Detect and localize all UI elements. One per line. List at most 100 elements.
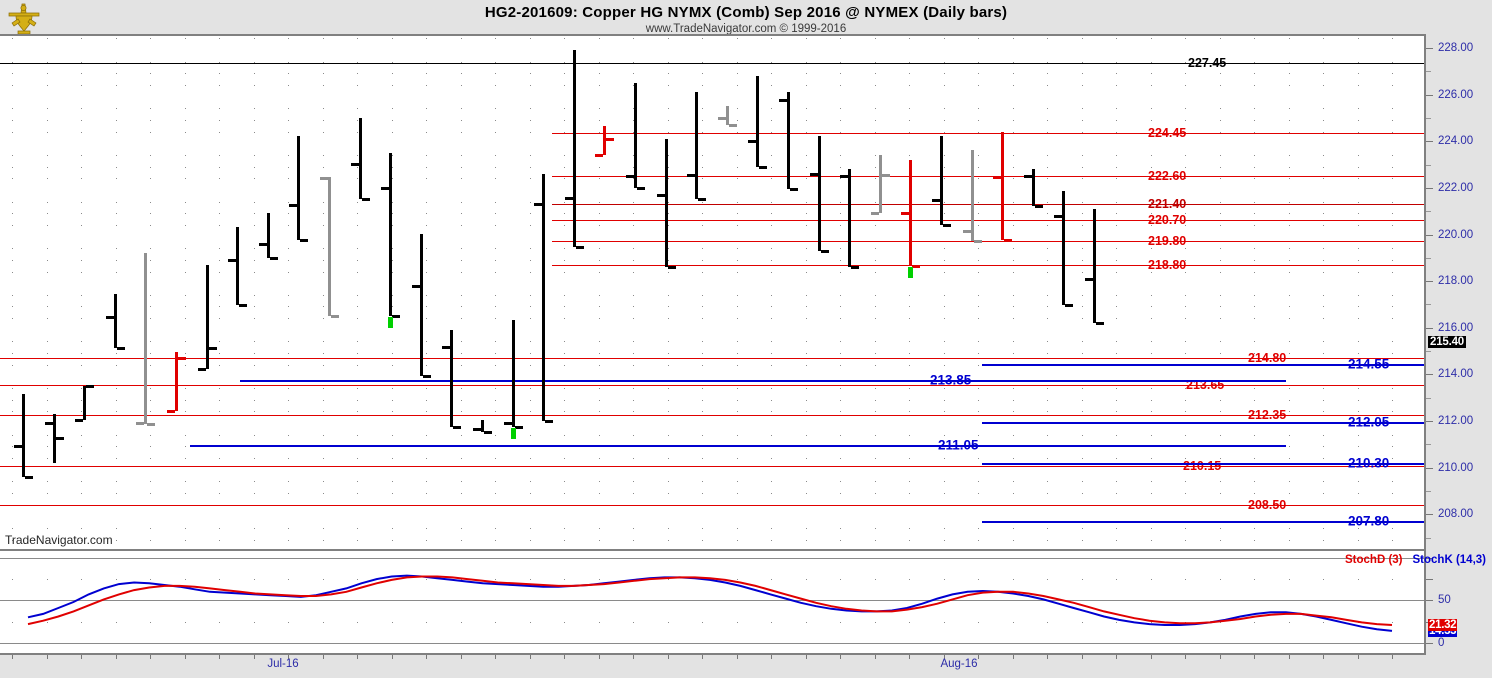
grid-dot	[288, 353, 289, 355]
grid-dot	[529, 434, 531, 436]
grid-dot	[978, 318, 979, 320]
grid-dot	[1392, 73, 1393, 75]
grid-dot	[115, 201, 117, 203]
grid-dot	[115, 73, 117, 75]
grid-dot	[1392, 341, 1393, 343]
grid-dot	[633, 341, 634, 343]
support-line[interactable]	[982, 363, 1424, 366]
resistance-line[interactable]	[552, 264, 1424, 266]
grid-dot	[322, 399, 324, 401]
bar-close-tick	[300, 239, 309, 243]
grid-dot	[1047, 481, 1048, 483]
grid-dot	[357, 481, 358, 483]
grid-dot	[598, 318, 600, 320]
grid-dot	[81, 271, 82, 273]
support-line[interactable]	[190, 445, 1286, 448]
support-line[interactable]	[982, 421, 1424, 424]
grid-dot	[460, 621, 462, 623]
grid-dot	[460, 318, 462, 320]
grid-dot	[564, 434, 565, 436]
grid-dot	[633, 306, 634, 308]
grid-dot	[805, 73, 807, 75]
grid-dot	[874, 493, 876, 495]
grid-dot	[736, 38, 738, 40]
grid-dot	[184, 248, 186, 250]
grid-dot	[1323, 539, 1324, 541]
resistance-line[interactable]	[552, 175, 1424, 177]
support-line[interactable]	[240, 379, 1286, 382]
grid-dot	[1254, 318, 1255, 320]
bar-close-tick	[667, 265, 676, 269]
date-tick-mark	[1219, 655, 1221, 659]
support-line[interactable]	[982, 521, 1424, 524]
price-plot-area[interactable]: 227.45 224.45 222.60 221.40 220.70 219.80 218.…	[0, 34, 1426, 551]
stochastic-plot-area[interactable]	[0, 551, 1426, 655]
date-tick-mark	[633, 655, 634, 659]
support-line[interactable]	[982, 462, 1424, 465]
grid-dot	[1288, 388, 1290, 390]
grid-dot	[150, 248, 151, 250]
grid-dot	[598, 178, 600, 180]
grid-dot	[874, 353, 876, 355]
grid-dot	[771, 131, 772, 133]
price-axis[interactable]: 228.00 226.00 224.00 222.00 220.00 218.00 216.…	[1426, 34, 1492, 547]
grid-dot	[667, 353, 669, 355]
resistance-line[interactable]	[552, 220, 1424, 222]
grid-dot	[736, 399, 738, 401]
bar-stem	[542, 173, 546, 421]
grid-dot	[12, 458, 13, 460]
grid-dot	[46, 73, 48, 75]
resistance-line[interactable]	[552, 241, 1424, 243]
grid-dot	[1288, 539, 1290, 541]
grid-dot	[1254, 178, 1255, 180]
grid-dot	[1012, 341, 1014, 343]
resistance-line[interactable]	[0, 384, 1424, 386]
grid-dot	[805, 166, 807, 168]
grid-dot	[943, 539, 945, 541]
grid-dot	[1012, 399, 1014, 401]
resistance-line[interactable]	[552, 203, 1424, 205]
grid-dot	[771, 411, 772, 413]
grid-dot	[184, 166, 186, 168]
support-line-label: 212.05	[1348, 414, 1390, 430]
grid-dot	[1323, 341, 1324, 343]
grid-dot	[736, 61, 738, 63]
grid-dot	[357, 178, 358, 180]
resistance-line[interactable]	[0, 414, 1424, 416]
grid-dot	[1288, 38, 1290, 40]
grid-dot	[771, 38, 772, 40]
grid-dot	[1392, 213, 1393, 215]
grid-dot	[219, 458, 220, 460]
date-tick-mark	[909, 655, 910, 659]
grid-dot	[702, 248, 703, 250]
grid-dot	[1323, 388, 1324, 390]
grid-dot	[702, 108, 703, 110]
resistance-line[interactable]	[552, 132, 1424, 134]
date-axis[interactable]: Jul-16 Aug-16	[0, 655, 1492, 678]
grid-dot	[1288, 166, 1290, 168]
resistance-line[interactable]	[0, 466, 1424, 468]
bar-close-tick	[392, 314, 401, 318]
grid-dot	[1047, 224, 1048, 226]
grid-dot	[1185, 411, 1186, 413]
grid-dot	[1150, 38, 1152, 40]
resistance-line[interactable]	[0, 504, 1424, 506]
grid-dot	[460, 166, 462, 168]
grid-dot	[184, 131, 186, 133]
grid-dot	[391, 399, 393, 401]
resistance-line-label: 220.70	[1148, 213, 1187, 228]
grid-dot	[1116, 481, 1117, 483]
stochastic-axis[interactable]: 50014.3321.32	[1426, 551, 1492, 653]
grid-dot	[219, 131, 220, 133]
grid-dot	[736, 388, 738, 390]
bar-stem	[1062, 191, 1066, 306]
grid-dot	[391, 458, 393, 460]
grid-dot	[1219, 458, 1221, 460]
grid-dot	[1219, 399, 1221, 401]
grid-dot	[288, 388, 289, 390]
resistance-line[interactable]	[0, 357, 1424, 359]
grid-dot	[771, 493, 772, 495]
grid-dot	[288, 364, 289, 366]
grid-dot	[564, 579, 565, 581]
resistance-line[interactable]	[0, 62, 1424, 64]
